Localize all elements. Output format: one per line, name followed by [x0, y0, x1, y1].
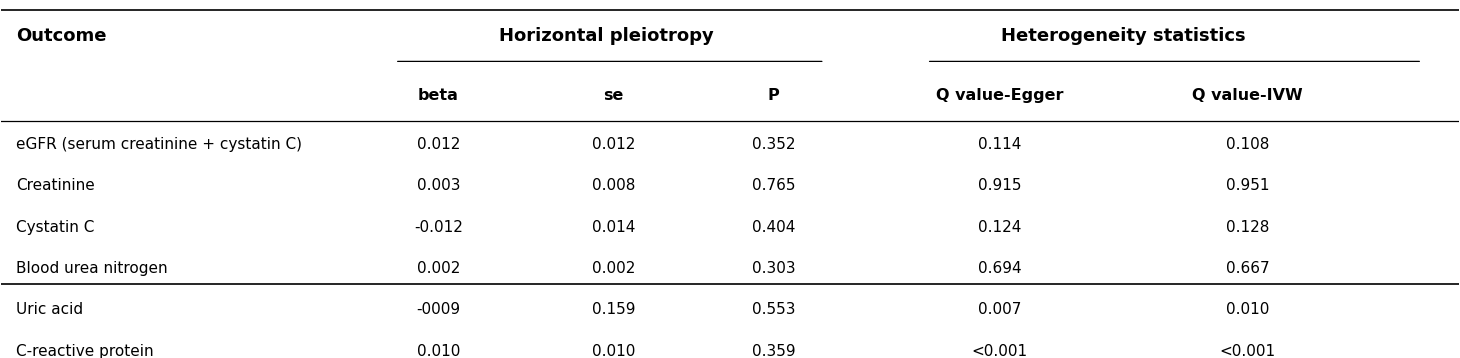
Text: Q value-Egger: Q value-Egger: [936, 88, 1063, 103]
Text: 0.010: 0.010: [1225, 303, 1269, 318]
Text: 0.124: 0.124: [978, 219, 1022, 234]
Text: Cystatin C: Cystatin C: [16, 219, 95, 234]
Text: 0.404: 0.404: [752, 219, 796, 234]
Text: Blood urea nitrogen: Blood urea nitrogen: [16, 261, 168, 276]
Text: 0.014: 0.014: [591, 219, 635, 234]
Text: 0.951: 0.951: [1225, 178, 1269, 193]
Text: 0.128: 0.128: [1225, 219, 1269, 234]
Text: se: se: [603, 88, 623, 103]
Text: 0.667: 0.667: [1225, 261, 1269, 276]
Text: beta: beta: [418, 88, 458, 103]
Text: Uric acid: Uric acid: [16, 303, 83, 318]
Text: -0.012: -0.012: [415, 219, 463, 234]
Text: Heterogeneity statistics: Heterogeneity statistics: [1002, 27, 1245, 45]
Text: 0.765: 0.765: [752, 178, 796, 193]
Text: Creatinine: Creatinine: [16, 178, 95, 193]
Text: 0.915: 0.915: [978, 178, 1022, 193]
Text: -0009: -0009: [416, 303, 460, 318]
Text: 0.359: 0.359: [752, 344, 796, 358]
Text: Outcome: Outcome: [16, 27, 107, 45]
Text: 0.352: 0.352: [752, 137, 796, 152]
Text: 0.012: 0.012: [591, 137, 635, 152]
Text: 0.108: 0.108: [1225, 137, 1269, 152]
Text: <0.001: <0.001: [971, 344, 1028, 358]
Text: 0.003: 0.003: [416, 178, 460, 193]
Text: 0.114: 0.114: [978, 137, 1022, 152]
Text: 0.010: 0.010: [418, 344, 460, 358]
Text: Horizontal pleiotropy: Horizontal pleiotropy: [499, 27, 714, 45]
Text: 0.012: 0.012: [418, 137, 460, 152]
Text: P: P: [768, 88, 780, 103]
Text: 0.002: 0.002: [591, 261, 635, 276]
Text: eGFR (serum creatinine + cystatin C): eGFR (serum creatinine + cystatin C): [16, 137, 302, 152]
Text: <0.001: <0.001: [1219, 344, 1276, 358]
Text: C-reactive protein: C-reactive protein: [16, 344, 153, 358]
Text: 0.303: 0.303: [752, 261, 796, 276]
Text: 0.694: 0.694: [978, 261, 1022, 276]
Text: 0.553: 0.553: [752, 303, 796, 318]
Text: 0.002: 0.002: [418, 261, 460, 276]
Text: 0.007: 0.007: [978, 303, 1022, 318]
Text: Q value-IVW: Q value-IVW: [1191, 88, 1302, 103]
Text: 0.008: 0.008: [591, 178, 635, 193]
Text: 0.159: 0.159: [591, 303, 635, 318]
Text: 0.010: 0.010: [591, 344, 635, 358]
